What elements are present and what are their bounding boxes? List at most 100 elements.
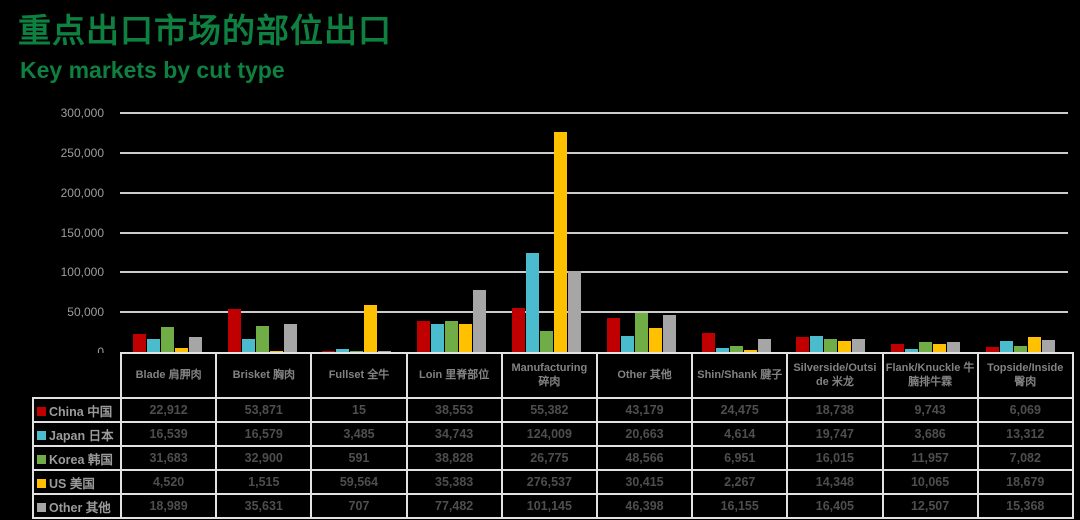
- table-row: China 中国 22,912 53,871 15 38,553 55,382 43,179…: [32, 397, 1074, 423]
- bar: [554, 131, 568, 352]
- value-cell: 38,828: [405, 445, 503, 471]
- bar-group: [973, 113, 1068, 352]
- y-tick-label: 100,000: [60, 265, 104, 280]
- value-cell: 48,566: [595, 445, 694, 471]
- bar-group: [215, 113, 310, 352]
- bar: [852, 338, 866, 352]
- series-name: China 中国: [49, 404, 113, 419]
- value-cell: 35,631: [215, 493, 313, 519]
- bar: [947, 342, 961, 352]
- value-cell: 22,912: [119, 397, 218, 423]
- value-cell: 46,398: [595, 493, 694, 519]
- category-header-cell: Brisket 胸肉: [215, 352, 313, 399]
- value-cell: 30,415: [595, 469, 694, 495]
- value-cell: 35,383: [405, 469, 503, 495]
- bar: [662, 315, 676, 352]
- value-cell: 18,989: [119, 493, 218, 519]
- gridline: [120, 191, 1068, 194]
- bar: [445, 321, 459, 352]
- plot-area: [120, 112, 1068, 352]
- legend-color-chip: [37, 455, 46, 464]
- bar: [620, 335, 634, 352]
- bar: [838, 340, 852, 352]
- value-cell: 9,743: [881, 397, 979, 423]
- category-header-row: Blade 肩胛肉 Brisket 胸肉 Fullset 全牛 Loin 里脊部位 Ma…: [33, 352, 1074, 399]
- value-cell: 18,738: [786, 397, 884, 423]
- value-cell: 24,475: [691, 397, 789, 423]
- value-cell: 43,179: [595, 397, 694, 423]
- bar: [336, 349, 350, 352]
- category-header-cell: Loin 里脊部位: [405, 352, 503, 399]
- value-cell: 13,312: [976, 421, 1074, 447]
- value-cell: 276,537: [500, 469, 598, 495]
- table-row: US 美国 4,520 1,515 59,564 35,383 276,537 30,415…: [32, 469, 1074, 495]
- value-cell: 20,663: [595, 421, 694, 447]
- y-tick-label: 0: [97, 345, 104, 359]
- y-axis: 0 50,000 100,000 150,000 200,000 250,000 300,0…: [0, 106, 112, 359]
- bar-group: [784, 113, 879, 352]
- legend-color-chip: [37, 479, 46, 488]
- gridline: [120, 231, 1068, 234]
- bar: [810, 336, 824, 352]
- bar: [568, 271, 582, 352]
- bar: [283, 323, 297, 352]
- value-cell: 591: [310, 445, 408, 471]
- bar: [350, 351, 364, 352]
- value-cell: 77,482: [405, 493, 503, 519]
- value-cell: 16,539: [119, 421, 218, 447]
- category-header-cell: Topside/Inside 臀肉: [976, 352, 1074, 399]
- bar: [417, 321, 431, 352]
- legend-cell: China 中国: [32, 397, 122, 423]
- value-cell: 19,747: [786, 421, 884, 447]
- value-cell: 16,579: [215, 421, 313, 447]
- bar: [729, 346, 743, 352]
- bar: [255, 325, 269, 352]
- y-tick-label: 150,000: [60, 225, 104, 240]
- y-tick-label: 200,000: [60, 185, 104, 200]
- value-cell: 55,382: [500, 397, 598, 423]
- bar-group: [404, 113, 499, 352]
- bar: [933, 343, 947, 352]
- value-cell: 16,155: [691, 493, 789, 519]
- legend-color-chip: [37, 503, 46, 512]
- legend-cell: Japan 日本: [32, 421, 122, 447]
- bar: [1028, 337, 1042, 352]
- bar: [512, 307, 526, 352]
- value-cell: 3,686: [881, 421, 979, 447]
- category-header-cell: Other 其他: [595, 352, 694, 399]
- bar: [1042, 339, 1056, 352]
- bar-group: [689, 113, 784, 352]
- bar-group: [499, 113, 594, 352]
- value-cell: 6,951: [691, 445, 789, 471]
- bar: [905, 349, 919, 352]
- y-tick-label: 50,000: [67, 305, 104, 320]
- gridline: [120, 112, 1068, 114]
- bar: [715, 348, 729, 352]
- bar: [919, 342, 933, 352]
- gridline: [120, 151, 1068, 154]
- value-cell: 3,485: [310, 421, 408, 447]
- bar: [378, 351, 392, 352]
- legend-cell: Korea 韩国: [32, 445, 122, 471]
- category-header-cell: Manufacturing 碎肉: [500, 352, 598, 399]
- bar: [824, 339, 838, 352]
- bar: [227, 309, 241, 352]
- series-name: US 美国: [49, 476, 95, 491]
- value-cell: 1,515: [215, 469, 313, 495]
- value-cell: 7,082: [976, 445, 1074, 471]
- legend-cell: US 美国: [32, 469, 122, 495]
- bar: [160, 326, 174, 352]
- bar: [648, 327, 662, 352]
- bar: [146, 338, 160, 352]
- value-cell: 4,614: [691, 421, 789, 447]
- bar: [241, 338, 255, 352]
- bar: [701, 332, 715, 352]
- value-cell: 6,069: [976, 397, 1074, 423]
- value-cell: 11,957: [881, 445, 979, 471]
- bar: [526, 253, 540, 352]
- value-cell: 18,679: [976, 469, 1074, 495]
- series-name: Japan 日本: [49, 428, 114, 443]
- gridline: [120, 271, 1068, 274]
- bar-groups: [120, 113, 1068, 352]
